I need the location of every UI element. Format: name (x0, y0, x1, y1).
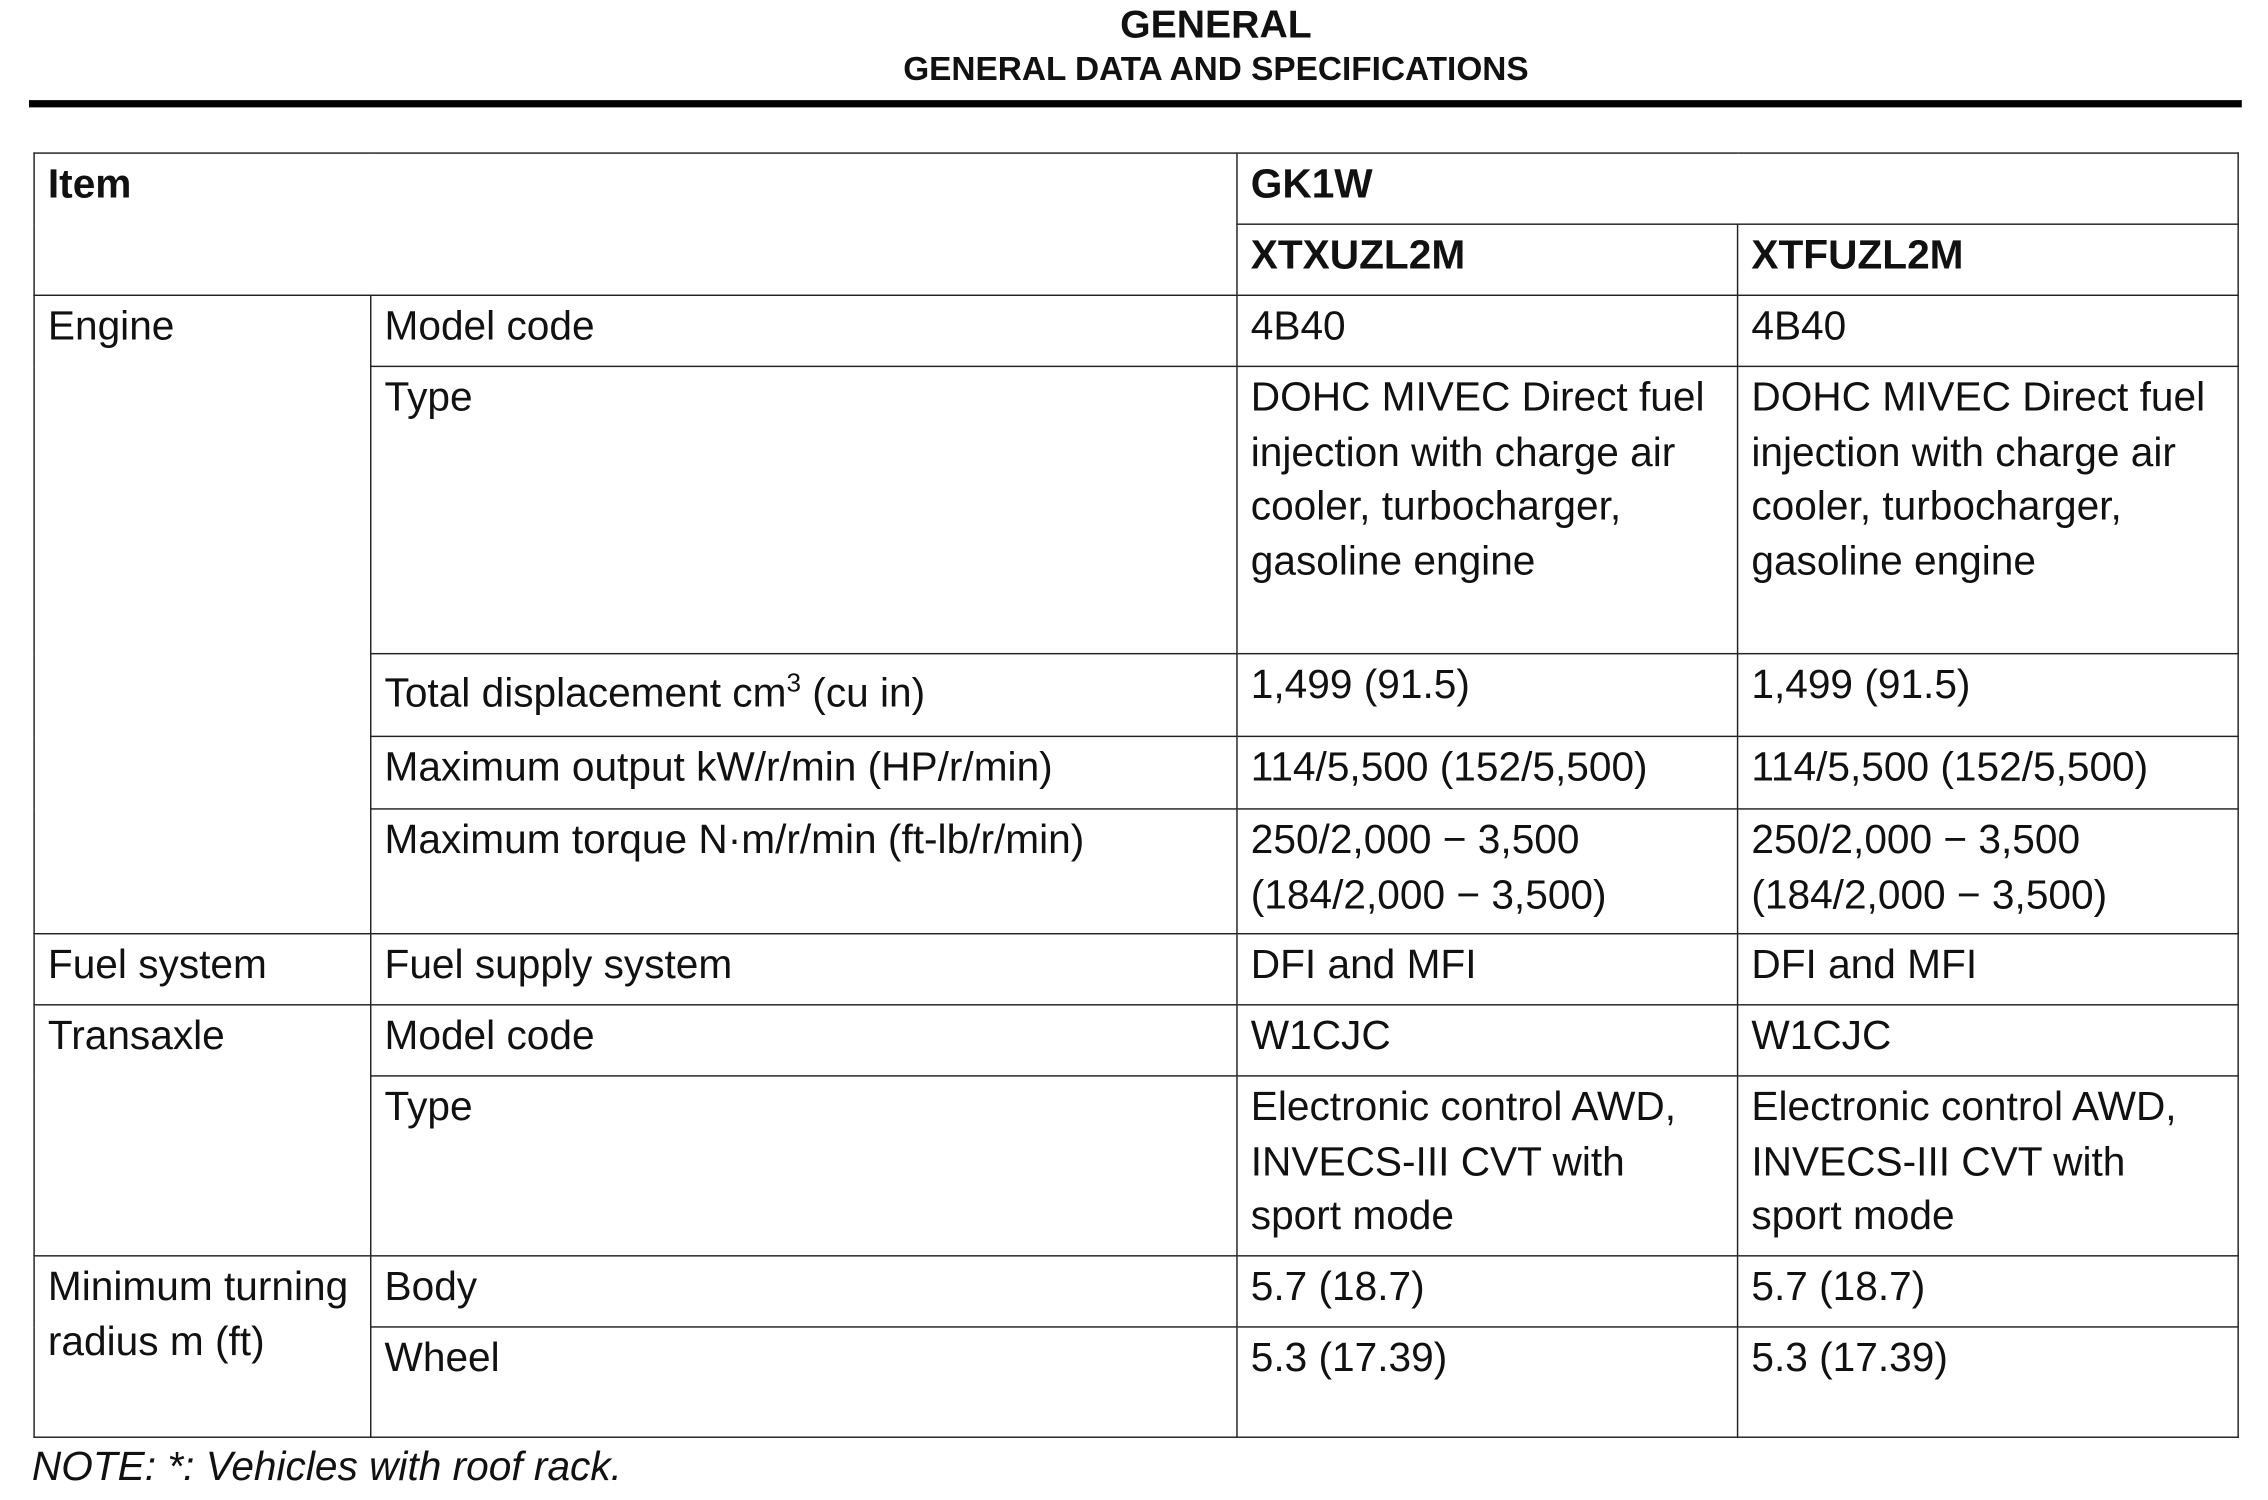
label-cell: Type (370, 1075, 1238, 1257)
value-cell: Electronic control AWD, INVECS-III CVT w… (1736, 1075, 2239, 1257)
value-cell: DOHC MIVEC Direct fuel injection with ch… (1236, 365, 1739, 655)
item-header: Item (33, 152, 1238, 297)
label-cell: Maximum output kW/r/min (HP/r/min) (370, 735, 1238, 810)
table-row: Transaxle Model code W1CJC W1CJC (33, 1004, 2239, 1257)
group-header: GK1W (1236, 152, 2239, 225)
value-cell: DFI and MFI (1736, 932, 2239, 1006)
table-row: Type DOHC MIVEC Direct fuel injection wi… (34, 365, 2239, 655)
label-suffix: (cu in) (800, 670, 926, 716)
value-cell: 5.7 (18.7) (1236, 1255, 1739, 1328)
value-cell: DFI and MFI (1236, 932, 1739, 1006)
value-cell: W1CJC (1236, 1004, 1739, 1077)
table-row: Maximum output kW/r/min (HP/r/min) 114/5… (34, 735, 2239, 810)
value-cell: 1,499 (91.5) (1236, 652, 1739, 738)
spec-table: Item GK1W XTXUZL2M XTFUZL2M Engine Model… (33, 152, 2239, 1438)
header-rule (29, 100, 2242, 108)
group-cell: Transaxle (33, 1004, 372, 1257)
value-cell: 4B40 (1236, 294, 1739, 368)
value-cell: 1,499 (91.5) (1736, 652, 2239, 738)
value-cell: W1CJC (1736, 1004, 2239, 1077)
value-cell: 250/2,000 − 3,500 (184/2,000 − 3,500) (1736, 808, 2239, 935)
table-row: Wheel 5.3 (17.39) 5.3 (17.39) (34, 1326, 2239, 1438)
model-header: XTXUZL2M (1236, 223, 1739, 297)
value-cell: 114/5,500 (152/5,500) (1236, 735, 1739, 810)
table-row: Engine Model code 4B40 4B40 (33, 294, 2239, 935)
label-cell: Model code (370, 1004, 1238, 1077)
label-cell: Model code (370, 294, 1238, 368)
model-header: XTFUZL2M (1736, 223, 2239, 297)
label-cell: Fuel supply system (370, 932, 1238, 1006)
value-cell: Electronic control AWD, INVECS-III CVT w… (1236, 1075, 1739, 1257)
value-cell: 5.7 (18.7) (1736, 1255, 2239, 1328)
footnote: NOTE: *: Vehicles with roof rack. (31, 1443, 622, 1489)
label-cell: Type (370, 365, 1238, 655)
label-cell: Wheel (370, 1326, 1238, 1438)
page-subtitle: GENERAL DATA AND SPECIFICATIONS (903, 49, 1529, 88)
table-row: Minimum turning radius m (ft) Body 5.7 (… (33, 1255, 2239, 1438)
group-cell: Fuel system (33, 932, 372, 1006)
table-row: Fuel system Fuel supply system DFI and M… (33, 932, 2239, 1006)
value-cell: 250/2,000 − 3,500 (184/2,000 − 3,500) (1236, 808, 1739, 935)
value-cell: 5.3 (17.39) (1736, 1326, 2239, 1438)
table-row: Total displacement cm3 (cu in) 1,499 (91… (34, 652, 2239, 738)
group-cell: Engine (33, 294, 372, 935)
value-cell: 5.3 (17.39) (1236, 1326, 1739, 1438)
value-cell: 4B40 (1736, 294, 2239, 368)
label-cell: Maximum torque N·m/r/min (ft-lb/r/min) (370, 808, 1238, 935)
value-cell: 114/5,500 (152/5,500) (1736, 735, 2239, 810)
label-text: Total displacement cm (384, 670, 787, 716)
value-cell: DOHC MIVEC Direct fuel injection with ch… (1736, 365, 2239, 655)
group-cell: Minimum turning radius m (ft) (33, 1255, 372, 1438)
superscript: 3 (786, 668, 801, 698)
table-row: Maximum torque N·m/r/min (ft-lb/r/min) 2… (34, 808, 2239, 935)
label-cell: Body (370, 1255, 1238, 1328)
table-row: Type Electronic control AWD, INVECS-III … (34, 1075, 2239, 1257)
page-title: GENERAL (1120, 2, 1312, 47)
label-cell: Total displacement cm3 (cu in) (370, 652, 1238, 738)
